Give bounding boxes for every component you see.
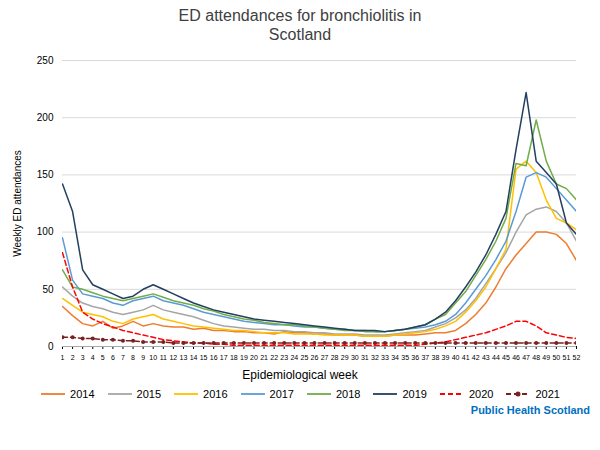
svg-text:40: 40 [452,355,460,362]
svg-text:46: 46 [512,355,520,362]
svg-text:41: 41 [462,355,470,362]
svg-text:44: 44 [492,355,500,362]
svg-text:9: 9 [141,355,145,362]
svg-text:45: 45 [502,355,510,362]
svg-text:37: 37 [421,355,429,362]
svg-text:2: 2 [71,355,75,362]
html-text:2018: 2018 [336,388,361,401]
svg-text:14: 14 [190,355,198,362]
svg-text:27: 27 [321,355,329,362]
svg-text:49: 49 [542,355,550,362]
html-text:Epidemiological week: Epidemiological week [242,368,358,383]
svg-text:19: 19 [240,355,248,362]
svg-text:43: 43 [482,355,490,362]
svg-text:16: 16 [210,355,218,362]
svg-text:22: 22 [270,355,278,362]
svg-text:25: 25 [300,355,308,362]
svg-text:32: 32 [371,355,379,362]
svg-text:23: 23 [280,355,288,362]
html-text:2019: 2019 [402,388,427,401]
svg-text:34: 34 [391,355,399,362]
html-text:2014: 2014 [70,388,95,401]
svg-text:50: 50 [552,355,560,362]
svg-text:30: 30 [351,355,359,362]
svg-text:10: 10 [149,355,157,362]
svg-text:200: 200 [37,112,54,123]
svg-text:13: 13 [180,355,188,362]
svg-text:52: 52 [573,355,581,362]
svg-text:39: 39 [442,355,450,362]
svg-text:1: 1 [61,355,65,362]
svg-text:4: 4 [91,355,95,362]
svg-text:250: 250 [37,55,54,66]
html-text:2017: 2017 [269,388,294,401]
svg-text:47: 47 [522,355,530,362]
svg-text:3: 3 [81,355,85,362]
svg-text:35: 35 [401,355,409,362]
svg-text:7: 7 [121,355,125,362]
svg-text:12: 12 [169,355,177,362]
svg-text:18: 18 [230,355,238,362]
svg-text:31: 31 [361,355,369,362]
svg-text:48: 48 [532,355,540,362]
html-text:2015: 2015 [136,388,161,401]
html-text:2016: 2016 [203,388,228,401]
svg-text:33: 33 [381,355,389,362]
svg-text:28: 28 [331,355,339,362]
svg-text:8: 8 [131,355,135,362]
svg-text:15: 15 [200,355,208,362]
svg-text:21: 21 [260,355,268,362]
svg-text:17: 17 [220,355,228,362]
html-text:Public Health Scotland: Public Health Scotland [470,404,590,417]
svg-text:24: 24 [290,355,298,362]
svg-text:100: 100 [37,227,54,238]
svg-text:150: 150 [37,169,54,180]
svg-text:6: 6 [111,355,115,362]
svg-text:38: 38 [432,355,440,362]
svg-text:50: 50 [42,284,54,295]
svg-text:29: 29 [341,355,349,362]
svg-text:Weekly ED attendances: Weekly ED attendances [12,151,23,258]
html-text:2021: 2021 [535,388,560,401]
svg-text:11: 11 [160,355,167,362]
html-text:2020: 2020 [469,388,494,401]
svg-text:51: 51 [563,355,571,362]
svg-text:0: 0 [48,341,54,352]
svg-text:20: 20 [250,355,258,362]
svg-text:36: 36 [411,355,419,362]
svg-text:5: 5 [101,355,105,362]
svg-text:26: 26 [311,355,319,362]
svg-text:42: 42 [472,355,480,362]
html-text:ED attendances for bronchiolit: ED attendances for bronchiolitis in Scot… [178,7,422,44]
